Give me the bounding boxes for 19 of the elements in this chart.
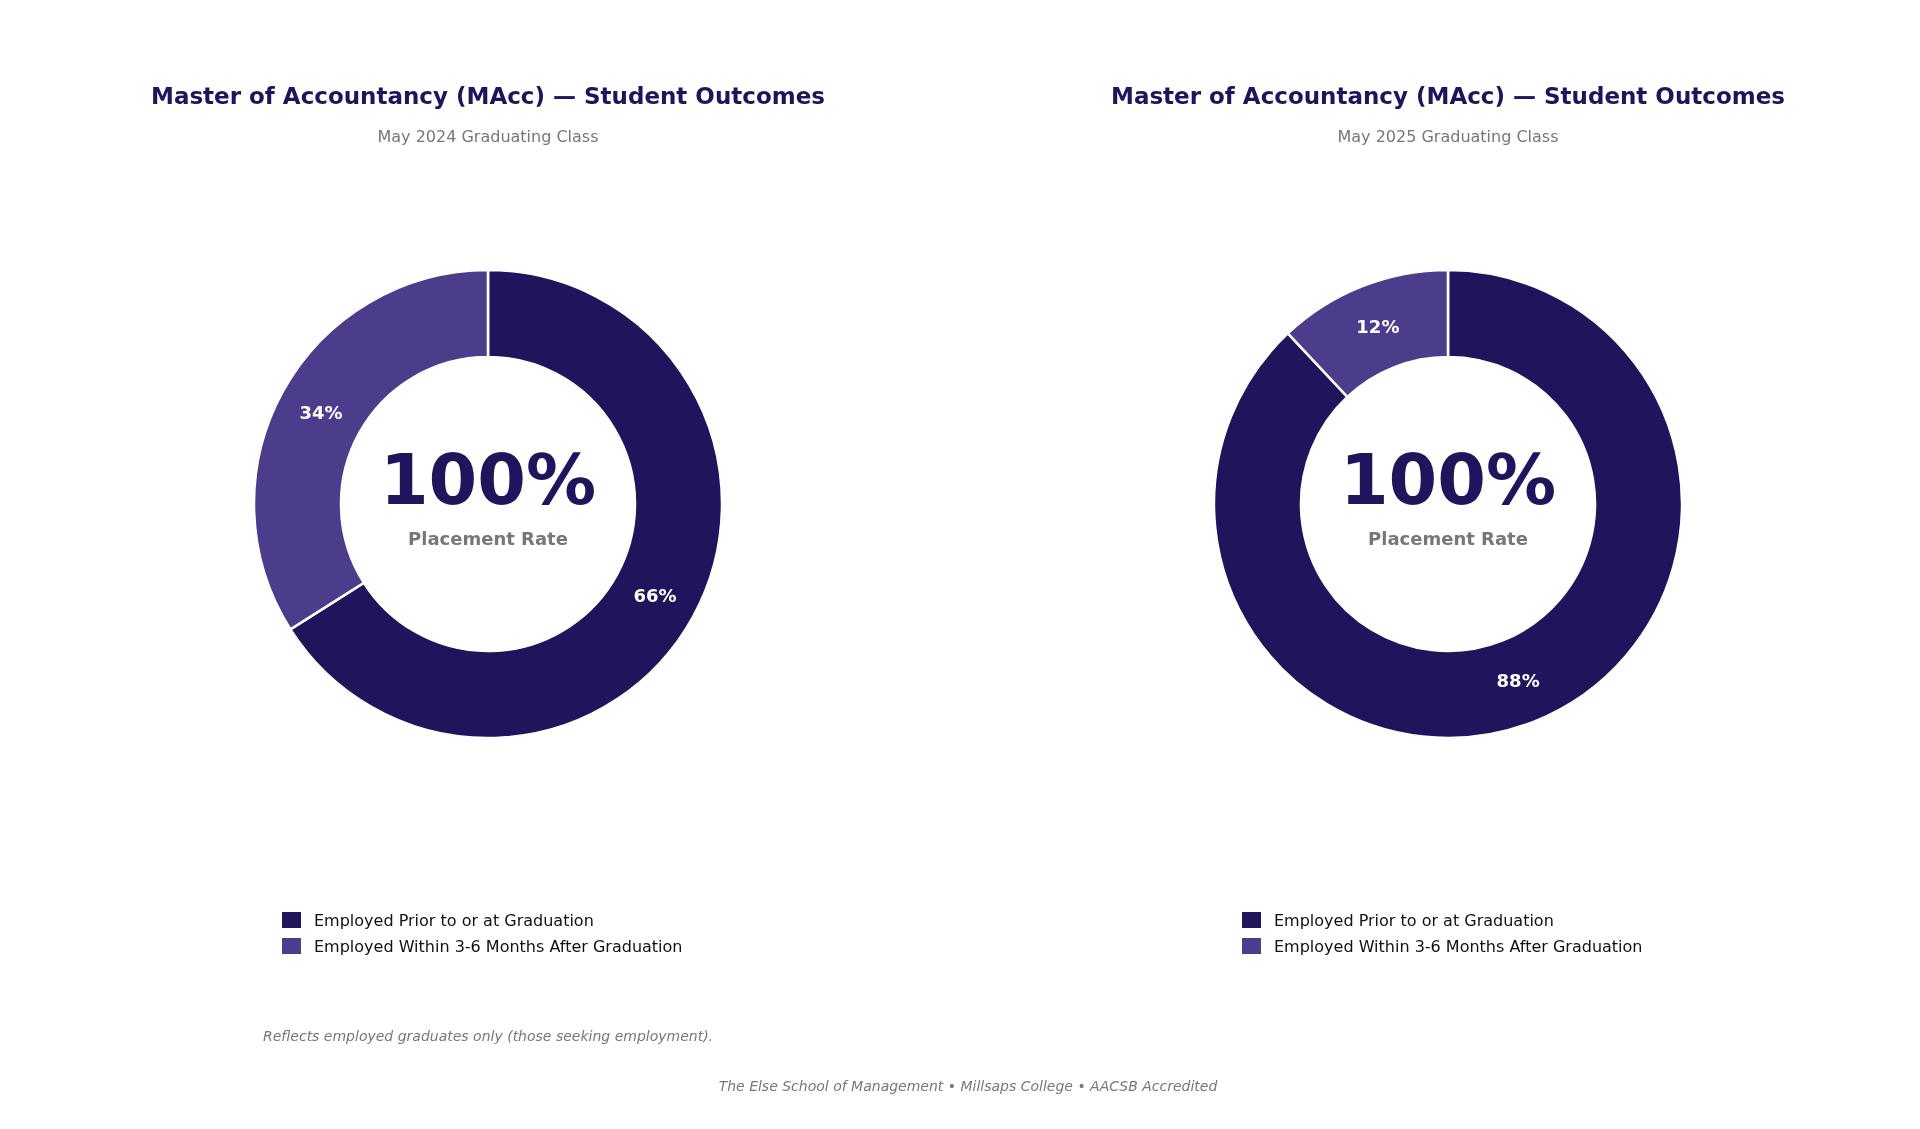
chart-subtitle: May 2025 Graduating Class	[1337, 127, 1559, 146]
legend-label: Employed Within 3-6 Months After Graduation	[314, 937, 683, 956]
legend-label: Employed Within 3-6 Months After Graduation	[1274, 937, 1643, 956]
donut-slice	[1212, 268, 1684, 739]
legend-label: Employed Prior to or at Graduation	[1274, 911, 1554, 930]
text: 100%	[379, 439, 597, 521]
text: Placement Rate	[408, 528, 568, 549]
legend-label: Employed Prior to or at Graduation	[314, 911, 594, 930]
data-label: 12%	[1356, 316, 1400, 338]
text: The Else School of Management • Millsaps College • AACSB Accredited	[718, 1078, 1218, 1094]
data-label: 88%	[1496, 670, 1540, 692]
chart-title: Master of Accountancy (MAcc) — Student Outcomes	[1111, 83, 1785, 109]
text: 100%	[1339, 439, 1557, 521]
data-label: 34%	[299, 401, 343, 423]
data-label: 66%	[633, 585, 677, 607]
chart-subtitle: May 2024 Graduating Class	[377, 127, 599, 146]
text: Placement Rate	[1368, 528, 1528, 549]
text: Reflects employed graduates only (those seeking employment).	[262, 1028, 714, 1044]
chart-title: Master of Accountancy (MAcc) — Student Outcomes	[151, 83, 825, 109]
